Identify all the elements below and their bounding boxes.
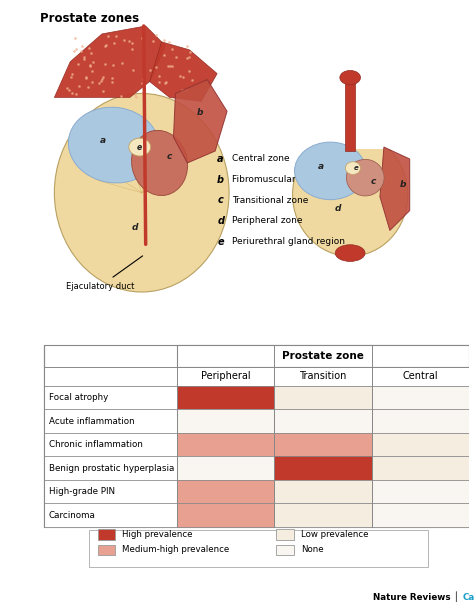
Text: Low prevalence: Low prevalence [301,530,369,539]
Ellipse shape [335,245,365,261]
Ellipse shape [129,138,151,156]
Text: Prostate zones: Prostate zones [40,12,140,25]
Text: Transitional zone: Transitional zone [232,196,309,205]
Ellipse shape [346,162,360,174]
Bar [372,386,469,409]
Text: Central zone: Central zone [232,154,290,163]
Bar [44,367,469,386]
Text: Chronic inflammation: Chronic inflammation [49,440,143,449]
Text: a: a [318,162,324,171]
Bar [177,386,274,409]
Text: Carcinoma: Carcinoma [49,510,96,520]
Text: High-grade PIN: High-grade PIN [49,487,115,496]
Bar [44,480,469,503]
Bar [372,433,469,457]
Bar [177,480,274,503]
Text: b: b [217,174,224,185]
Bar [274,457,372,480]
Bar [44,345,469,527]
Text: d: d [335,204,342,212]
Bar [44,409,469,433]
Text: a: a [100,136,106,145]
Polygon shape [380,147,410,231]
Bar [44,503,469,527]
Ellipse shape [340,70,360,84]
Bar [98,529,115,540]
Text: Cancer: Cancer [462,593,474,602]
Bar [98,545,115,555]
Text: Focal atrophy: Focal atrophy [49,393,108,402]
Bar [44,386,469,409]
Text: Medium-high prevalence: Medium-high prevalence [122,545,229,554]
Text: Acute inflammation: Acute inflammation [49,417,135,426]
Bar [274,386,372,409]
Text: e: e [217,237,224,247]
Bar [274,433,372,457]
Text: Peripheral: Peripheral [201,371,250,381]
Text: c: c [217,195,223,205]
Text: Periurethral gland region: Periurethral gland region [232,237,345,246]
Text: Central: Central [403,371,438,381]
Bar [177,409,274,433]
Text: c: c [371,177,376,186]
Text: High prevalence: High prevalence [122,530,193,539]
Bar [372,503,469,527]
Bar [177,345,469,367]
Bar [177,457,274,480]
Text: a: a [217,154,224,164]
Ellipse shape [294,142,366,200]
Text: Ejaculatory duct: Ejaculatory duct [66,256,143,291]
Bar [276,545,294,555]
Polygon shape [173,80,227,163]
Text: Benign prostatic hyperplasia: Benign prostatic hyperplasia [49,464,174,472]
Bar [177,503,274,527]
Ellipse shape [132,130,188,195]
Ellipse shape [292,133,408,256]
Ellipse shape [55,94,229,292]
Bar [274,409,372,433]
Ellipse shape [68,107,159,183]
Bar [44,457,469,480]
Text: e: e [354,165,359,171]
Text: d: d [217,216,224,226]
Bar [372,457,469,480]
Text: None: None [301,545,324,554]
Text: b: b [197,108,203,118]
Text: b: b [400,180,406,188]
Ellipse shape [346,159,384,196]
Polygon shape [150,42,217,102]
Bar [251,10,449,149]
Text: e: e [137,143,142,152]
Polygon shape [55,26,165,97]
Bar [274,503,372,527]
Text: Transition: Transition [299,371,346,381]
Bar [274,480,372,503]
Text: d: d [132,223,138,233]
Bar [372,409,469,433]
Text: c: c [166,152,172,161]
Bar [276,529,294,540]
Text: Fibromuscular zone: Fibromuscular zone [232,175,320,184]
Bar [346,78,355,151]
Bar [89,530,428,567]
Bar [44,433,469,457]
Bar [372,480,469,503]
Text: Peripheral zone: Peripheral zone [232,217,303,225]
Text: Prostate zone: Prostate zone [282,351,364,361]
Text: Nature Reviews │: Nature Reviews │ [374,591,462,602]
Bar [177,433,274,457]
